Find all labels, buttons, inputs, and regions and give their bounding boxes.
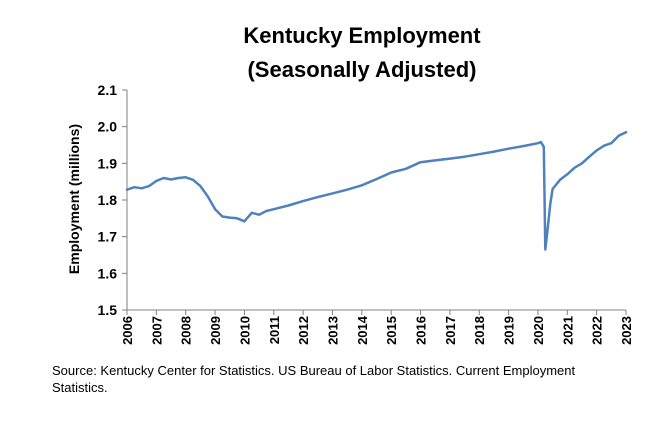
data-point — [625, 131, 627, 133]
x-tick-label: 2013 — [325, 316, 340, 345]
data-point — [405, 168, 407, 170]
data-point — [192, 179, 194, 181]
data-point — [478, 153, 481, 155]
data-point — [140, 187, 143, 190]
data-point — [126, 188, 128, 191]
x-tick-label: 2012 — [296, 316, 311, 345]
data-point — [346, 188, 348, 191]
x-tick-label: 2022 — [590, 316, 605, 345]
x-tick-label: 2016 — [414, 316, 429, 345]
data-point — [221, 215, 224, 218]
y-axis-ticks: 1.5 1.6 1.7 1.8 1.9 2.0 2.1 — [98, 82, 127, 318]
data-point — [449, 157, 451, 160]
data-point — [265, 210, 268, 212]
data-point — [549, 202, 552, 205]
y-tick-label: 1.9 — [98, 155, 118, 171]
data-point — [331, 192, 334, 195]
x-tick-label: 2010 — [237, 316, 252, 345]
y-tick-label: 1.6 — [98, 265, 118, 281]
y-tick-label: 2.1 — [98, 82, 118, 98]
data-point — [148, 185, 150, 187]
x-tick-label: 2023 — [619, 316, 634, 345]
data-point — [390, 171, 393, 174]
data-point — [544, 248, 547, 251]
data-point — [543, 146, 545, 148]
data-point — [214, 208, 216, 210]
data-point — [258, 213, 260, 216]
data-point — [133, 186, 136, 188]
data-point — [162, 177, 165, 179]
x-tick-label: 2020 — [531, 316, 546, 345]
data-point — [361, 184, 363, 187]
data-point — [463, 155, 466, 158]
x-tick-label: 2009 — [208, 316, 223, 345]
data-point — [317, 196, 319, 198]
data-point — [573, 166, 576, 169]
x-tick-label: 2021 — [560, 316, 575, 345]
x-tick-label: 2019 — [502, 316, 517, 345]
x-tick-label: 2015 — [384, 316, 399, 345]
data-point — [546, 228, 549, 231]
data-point — [588, 155, 591, 158]
chart-title-line-1: Kentucky Employment — [243, 23, 481, 48]
data-point — [228, 216, 231, 219]
series-line-0 — [125, 130, 628, 251]
x-tick-label: 2018 — [472, 316, 487, 345]
x-tick-label: 2006 — [120, 316, 135, 345]
data-point — [419, 161, 422, 163]
data-point — [236, 217, 238, 220]
y-tick-label: 1.8 — [98, 192, 118, 208]
data-point — [540, 141, 542, 143]
data-point — [559, 179, 561, 181]
data-point — [595, 149, 598, 152]
data-point — [302, 200, 304, 202]
y-axis-label: Employment (millions) — [66, 124, 82, 274]
y-tick-label: 1.5 — [98, 302, 118, 318]
x-tick-label: 2011 — [267, 316, 282, 344]
data-point — [617, 135, 620, 137]
data-point — [206, 195, 209, 198]
data-point — [251, 212, 253, 214]
data-point — [603, 144, 605, 147]
data-point — [155, 180, 158, 182]
data-point — [566, 173, 569, 176]
x-tick-label: 2017 — [443, 316, 458, 345]
y-tick-label: 2.0 — [98, 119, 118, 135]
data-point — [177, 177, 180, 179]
data-point — [493, 150, 495, 153]
data-point — [434, 159, 437, 162]
data-point — [522, 145, 525, 147]
data-point — [581, 162, 583, 165]
data-point — [170, 178, 172, 181]
data-point — [243, 220, 246, 223]
data-point — [551, 188, 554, 190]
data-point — [610, 142, 613, 144]
data-point — [273, 208, 275, 210]
x-tick-label: 2007 — [149, 316, 164, 345]
x-axis-ticks: 2006 2007 2008 2009 2010 2011 2012 2013 2014 2015… — [120, 310, 634, 345]
chart-title-line-2: (Seasonally Adjusted) — [247, 57, 476, 82]
data-point — [375, 178, 378, 180]
data-point — [507, 147, 510, 150]
x-tick-label: 2008 — [179, 316, 194, 345]
source-note: Source: Kentucky Center for Statistics. … — [52, 363, 576, 395]
data-point — [199, 185, 202, 187]
y-tick-label: 1.7 — [98, 229, 118, 245]
data-point — [537, 142, 539, 144]
plot-axes — [126, 90, 626, 311]
series-layer — [125, 130, 628, 251]
data-point — [287, 204, 290, 207]
data-point — [184, 176, 187, 179]
x-tick-label: 2014 — [355, 315, 370, 345]
